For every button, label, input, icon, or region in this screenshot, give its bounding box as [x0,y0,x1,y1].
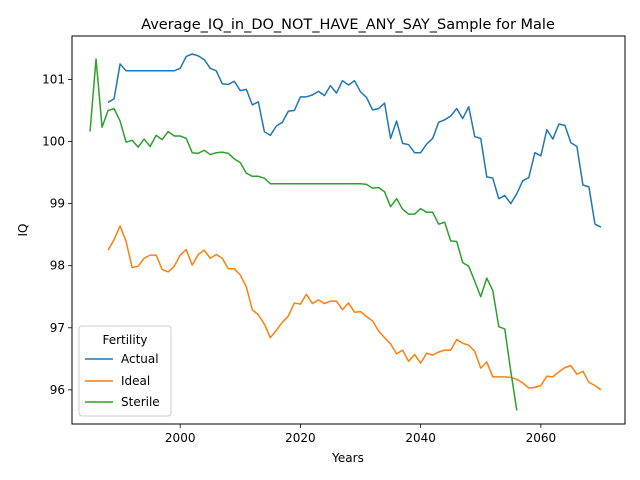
legend-label-ideal: Ideal [121,374,150,388]
y-tick-label: 97 [50,321,65,335]
x-axis-label: Years [331,451,364,465]
x-tick-label: 2020 [285,431,316,445]
legend-title: Fertility [102,333,147,347]
y-axis-label: IQ [16,224,30,237]
x-tick-label: 2060 [526,431,557,445]
y-tick-label: 100 [42,135,65,149]
legend: Fertility Actual Ideal Sterile [79,326,171,416]
y-tick-label: 98 [50,259,65,273]
x-tick-label: 2000 [165,431,196,445]
legend-label-actual: Actual [121,352,159,366]
chart-title: Average_IQ_in_DO_NOT_HAVE_ANY_SAY_Sample… [141,17,555,33]
y-tick-label: 99 [50,197,65,211]
legend-label-sterile: Sterile [121,395,160,409]
y-tick-label: 96 [50,383,65,397]
y-tick-label: 101 [42,72,65,86]
x-tick-label: 2040 [405,431,436,445]
